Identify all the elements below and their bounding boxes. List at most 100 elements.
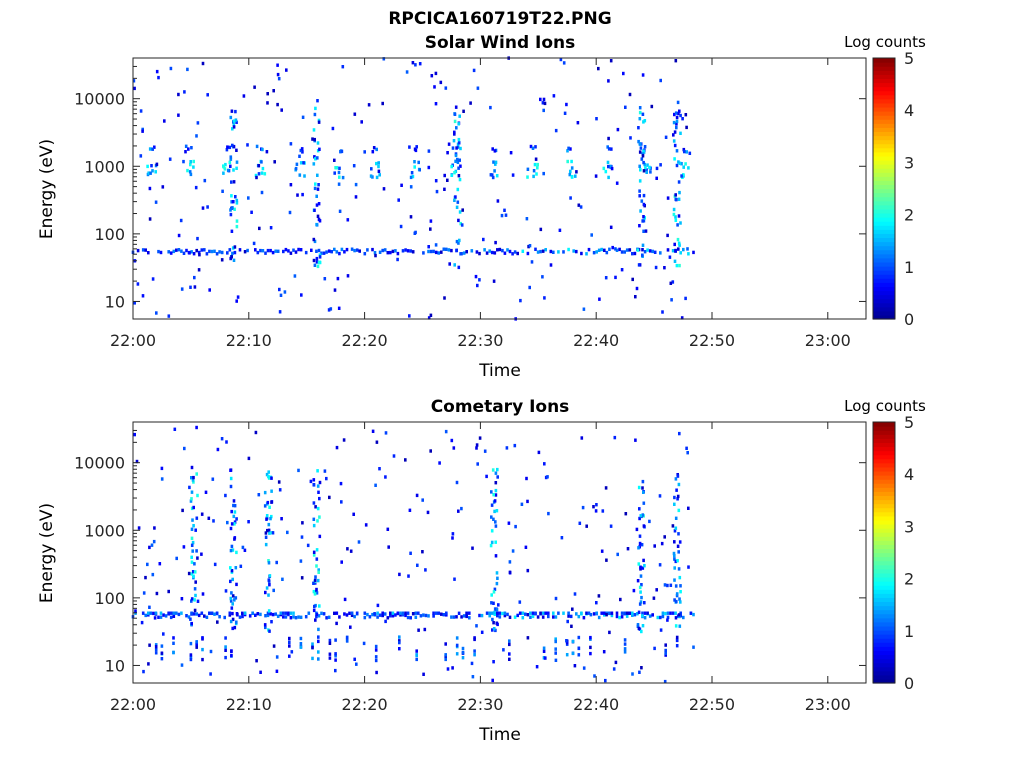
heatmap-cell (192, 574, 195, 578)
heatmap-cell (518, 600, 522, 604)
colorbar-swatch (873, 593, 895, 598)
heatmap-cell (352, 512, 355, 516)
heatmap-cell (299, 636, 303, 641)
heatmap-cell (638, 516, 641, 521)
colorbar-swatch (873, 483, 895, 488)
heatmap-cell (317, 490, 320, 494)
heatmap-cell (637, 126, 640, 130)
heatmap-cell (282, 611, 285, 615)
heatmap-cell (597, 66, 600, 71)
heatmap-cell (653, 646, 656, 651)
heatmap-cell (304, 250, 308, 255)
heatmap-cell (312, 550, 316, 554)
heatmap-cell (177, 248, 181, 252)
heatmap-cell (675, 635, 679, 640)
heatmap-cell (194, 528, 197, 532)
heatmap-cell (155, 162, 159, 166)
heatmap-cell (503, 613, 507, 618)
heatmap-cell (639, 600, 643, 604)
heatmap-cell (271, 531, 275, 535)
heatmap-cell (459, 221, 462, 226)
heatmap-cell (629, 136, 632, 140)
heatmap-cell (607, 164, 610, 169)
heatmap-cell (238, 248, 242, 252)
heatmap-cell (196, 556, 199, 560)
heatmap-cell (579, 205, 583, 209)
heatmap-cell (335, 611, 339, 615)
heatmap-cell (554, 658, 558, 662)
heatmap-cell (312, 237, 316, 242)
heatmap-cell (615, 614, 619, 619)
heatmap-cell (312, 553, 316, 557)
heatmap-cell (301, 521, 304, 525)
heatmap-cell (221, 189, 224, 193)
colorbar-swatch (873, 670, 895, 676)
heatmap-cell (638, 164, 641, 168)
heatmap-cell (565, 639, 568, 643)
heatmap-cell (191, 478, 195, 482)
heatmap-cell (222, 165, 226, 169)
y-tick-label: 100 (94, 589, 125, 608)
heatmap-cell (231, 594, 235, 598)
heatmap-cell (652, 596, 656, 600)
heatmap-cell (226, 520, 229, 525)
heatmap-cell (264, 535, 268, 539)
heatmap-cell (417, 628, 420, 632)
heatmap-cell (213, 249, 216, 253)
heatmap-cell (215, 611, 219, 615)
heatmap-cell (675, 644, 679, 648)
heatmap-cell (370, 167, 373, 171)
heatmap-cell (147, 171, 150, 175)
heatmap-cell (673, 112, 676, 117)
heatmap-cell (638, 585, 642, 590)
heatmap-cell (502, 648, 505, 652)
heatmap-cell (246, 248, 249, 253)
heatmap-cell (378, 173, 381, 177)
heatmap-cell (438, 461, 441, 465)
heatmap-cell (183, 90, 186, 94)
heatmap-cell (678, 540, 682, 544)
heatmap-cell (549, 249, 553, 254)
heatmap-cell (679, 113, 682, 118)
heatmap-cell (406, 611, 410, 615)
heatmap-cell (341, 175, 345, 180)
heatmap-cell (642, 149, 645, 153)
heatmap-cell (521, 616, 525, 620)
heatmap-cell (288, 210, 292, 215)
heatmap-cell (426, 510, 430, 515)
heatmap-cell (687, 565, 690, 569)
heatmap-cell (674, 111, 678, 115)
heatmap-cell (623, 647, 627, 651)
colorbar-swatch (873, 597, 895, 603)
heatmap-cell (255, 659, 258, 663)
heatmap-cell (187, 615, 191, 619)
heatmap-cell (232, 499, 236, 503)
heatmap-cell (289, 142, 293, 146)
heatmap-cell (616, 127, 620, 132)
heatmap-cell (147, 611, 150, 615)
heatmap-cell (391, 249, 395, 254)
heatmap-cell (312, 483, 316, 487)
heatmap-cell (453, 577, 456, 581)
colorbar-swatch (873, 147, 895, 153)
heatmap-cell (177, 612, 181, 617)
colorbar-swatch (873, 613, 895, 619)
heatmap-cell (317, 217, 321, 222)
heatmap-cell (518, 611, 522, 615)
heatmap-cell (641, 154, 645, 158)
heatmap-cell (175, 248, 178, 252)
heatmap-cell (489, 173, 493, 177)
heatmap-cell (625, 248, 629, 252)
colorbar-swatch (873, 572, 895, 578)
colorbar-swatch (873, 257, 895, 263)
heatmap-cell (494, 493, 498, 497)
heatmap-cell (243, 611, 247, 615)
heatmap-cell (674, 611, 677, 615)
heatmap-cell (328, 656, 332, 660)
heatmap-cell (191, 518, 194, 522)
heatmap-cell (268, 583, 271, 587)
heatmap-cell (399, 224, 403, 229)
heatmap-cell (495, 174, 499, 178)
colorbar-swatch (873, 70, 895, 75)
